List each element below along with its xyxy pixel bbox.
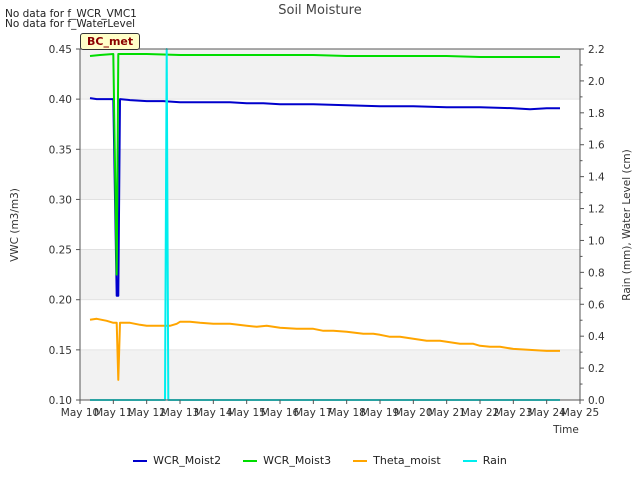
y2-tick-label-7: 1.4 bbox=[588, 172, 605, 184]
y2-tick-label-4: 0.8 bbox=[588, 267, 605, 279]
y-tick-label-4: 0.30 bbox=[49, 194, 72, 206]
background-band-2 bbox=[80, 149, 580, 200]
y-tick-label-7: 0.45 bbox=[49, 44, 72, 56]
legend-item-wcr-moist2: WCR_Moist2 bbox=[133, 454, 221, 467]
legend-swatch-wcr-moist2 bbox=[133, 459, 148, 462]
x-axis-label: Time bbox=[552, 424, 579, 436]
legend-item-rain: Rain bbox=[462, 454, 507, 467]
x-tick-label-6: May 16 bbox=[261, 407, 300, 419]
y-tick-label-2: 0.20 bbox=[49, 295, 72, 307]
legend-label-theta-moist: Theta_moist bbox=[373, 454, 441, 467]
series-line-wcr-moist3 bbox=[89, 53, 560, 276]
x-tick-label-5: May 15 bbox=[227, 407, 265, 419]
y2-axis-label: Rain (mm), Water Level (cm) bbox=[621, 149, 633, 300]
series-line-wcr-moist2 bbox=[89, 97, 560, 297]
site-badge: BC_met bbox=[80, 33, 141, 50]
x-tick-label-15: May 25 bbox=[561, 407, 599, 419]
legend-swatch-rain bbox=[462, 459, 477, 462]
legend-swatch-wcr-moist3 bbox=[243, 459, 258, 462]
background-band-1 bbox=[80, 249, 580, 300]
chart-title: Soil Moisture bbox=[278, 3, 362, 18]
no-data-note-vmc1: No data for f_WCR_VMC1 bbox=[5, 8, 137, 20]
y2-tick-label-8: 1.6 bbox=[588, 140, 605, 152]
x-tick-label-12: May 22 bbox=[461, 407, 499, 419]
x-tick-label-1: May 11 bbox=[94, 407, 132, 419]
y-tick-label-6: 0.40 bbox=[49, 94, 72, 106]
x-tick-label-0: May 10 bbox=[61, 407, 99, 419]
x-tick-label-10: May 20 bbox=[394, 407, 432, 419]
y2-tick-label-2: 0.4 bbox=[588, 331, 605, 343]
legend: WCR_Moist2 WCR_Moist3 Theta_moist Rain bbox=[0, 454, 640, 467]
x-tick-label-13: May 23 bbox=[494, 407, 532, 419]
y2-tick-label-5: 1.0 bbox=[588, 235, 605, 247]
y-axis-label: VWC (m3/m3) bbox=[9, 188, 21, 262]
y-tick-label-5: 0.35 bbox=[49, 144, 72, 156]
y2-tick-label-1: 0.2 bbox=[588, 363, 605, 375]
x-tick-label-3: May 13 bbox=[161, 407, 199, 419]
legend-label-wcr-moist3: WCR_Moist3 bbox=[263, 454, 332, 467]
legend-swatch-theta-moist bbox=[353, 459, 368, 462]
y2-tick-label-11: 2.2 bbox=[588, 44, 605, 56]
y2-tick-label-9: 1.8 bbox=[588, 108, 605, 120]
y-tick-label-3: 0.25 bbox=[49, 245, 72, 257]
y-tick-label-0: 0.10 bbox=[49, 395, 72, 407]
x-tick-label-4: May 14 bbox=[194, 407, 233, 419]
x-tick-label-11: May 21 bbox=[427, 407, 465, 419]
y2-tick-label-3: 0.6 bbox=[588, 299, 605, 311]
y2-tick-label-6: 1.2 bbox=[588, 204, 605, 216]
y-tick-label-1: 0.15 bbox=[49, 345, 72, 357]
y2-tick-label-10: 2.0 bbox=[588, 76, 605, 88]
y2-tick-label-0: 0.0 bbox=[588, 395, 605, 407]
x-tick-label-9: May 19 bbox=[361, 407, 399, 419]
background-band-0 bbox=[80, 349, 580, 400]
x-tick-label-7: May 17 bbox=[294, 407, 332, 419]
legend-item-theta-moist: Theta_moist bbox=[353, 454, 441, 467]
x-tick-label-8: May 18 bbox=[327, 407, 365, 419]
x-tick-label-14: May 24 bbox=[527, 407, 566, 419]
series-line-theta-moist bbox=[89, 317, 560, 381]
legend-item-wcr-moist3: WCR_Moist3 bbox=[243, 454, 331, 467]
legend-label-rain: Rain bbox=[482, 454, 507, 467]
no-data-note-waterlevel: No data for f_WaterLevel bbox=[5, 18, 136, 30]
x-tick-label-2: May 12 bbox=[127, 407, 165, 419]
legend-label-wcr-moist2: WCR_Moist2 bbox=[153, 454, 222, 467]
